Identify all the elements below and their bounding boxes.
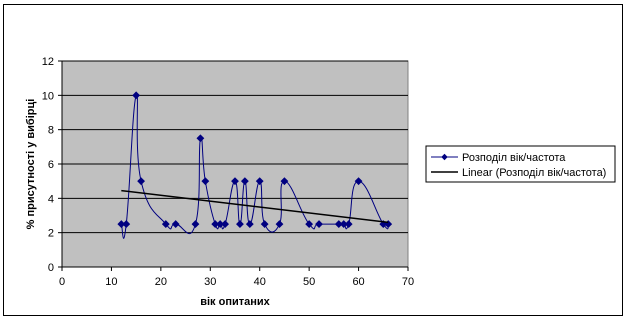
legend-box [425,145,616,183]
y-tick-label-12: 12 [42,56,54,68]
legend: Розподіл вік/частота Linear (Розподіл ві… [425,145,616,183]
y-tick-label-8: 8 [48,125,54,137]
data-point-28-7.5 [196,134,205,143]
data-point-13-2.5 [122,220,131,228]
x-tick-label-70: 70 [402,276,414,288]
y-tick-label-2: 2 [48,228,54,240]
y-tick-label-10: 10 [42,90,54,102]
y-tick-label-6: 6 [48,159,54,171]
data-point-44-2.5 [275,220,284,228]
y-axis-ticks: 0 2 4 6 8 10 12 [42,56,62,274]
x-tick-label-40: 40 [254,276,266,288]
data-point-40-5 [255,177,264,186]
y-tick-label-4: 4 [48,193,54,205]
data-point-52-2.5 [315,220,323,228]
x-tick-label-30: 30 [204,276,216,288]
data-point-37-5 [240,177,249,186]
data-point-15-10 [132,91,141,100]
data-point-27-2.5 [191,220,200,228]
data-point-29-5 [201,177,210,186]
x-tick-label-10: 10 [105,276,117,288]
data-point-45-5 [280,177,289,186]
trendline [121,189,389,224]
legend-label-series-1: Linear (Розподіл вік/частота) [462,167,606,179]
data-point-36-2.5 [236,220,244,228]
legend-label-series-0: Розподіл вік/частота [462,152,566,164]
legend-swatch-marker-series-0 [441,153,448,161]
data-point-58-2.5 [344,220,353,228]
data-point-50-2.5 [305,220,314,228]
x-tick-label-20: 20 [155,276,167,288]
y-axis-title: % присутності у вибірці [25,99,37,230]
data-point-21-2.5 [161,220,170,228]
data-point-35-5 [231,177,239,186]
gridlines [62,60,408,234]
data-point-16-5 [137,177,145,186]
x-tick-label-0: 0 [59,276,65,288]
x-tick-label-60: 60 [352,276,364,288]
data-point-33-2.5 [221,220,230,228]
x-tick-label-50: 50 [303,276,315,288]
data-point-23-2.5 [171,220,180,228]
x-axis-ticks: 0 10 20 30 40 50 60 70 [59,267,414,288]
y-tick-label-0: 0 [48,262,54,274]
data-point-60-5 [354,177,363,186]
data-point-38-2.5 [245,220,254,228]
data-point-41-2.5 [260,220,269,228]
series-layer [117,91,393,239]
x-axis-title: вік опитаних [200,296,270,308]
